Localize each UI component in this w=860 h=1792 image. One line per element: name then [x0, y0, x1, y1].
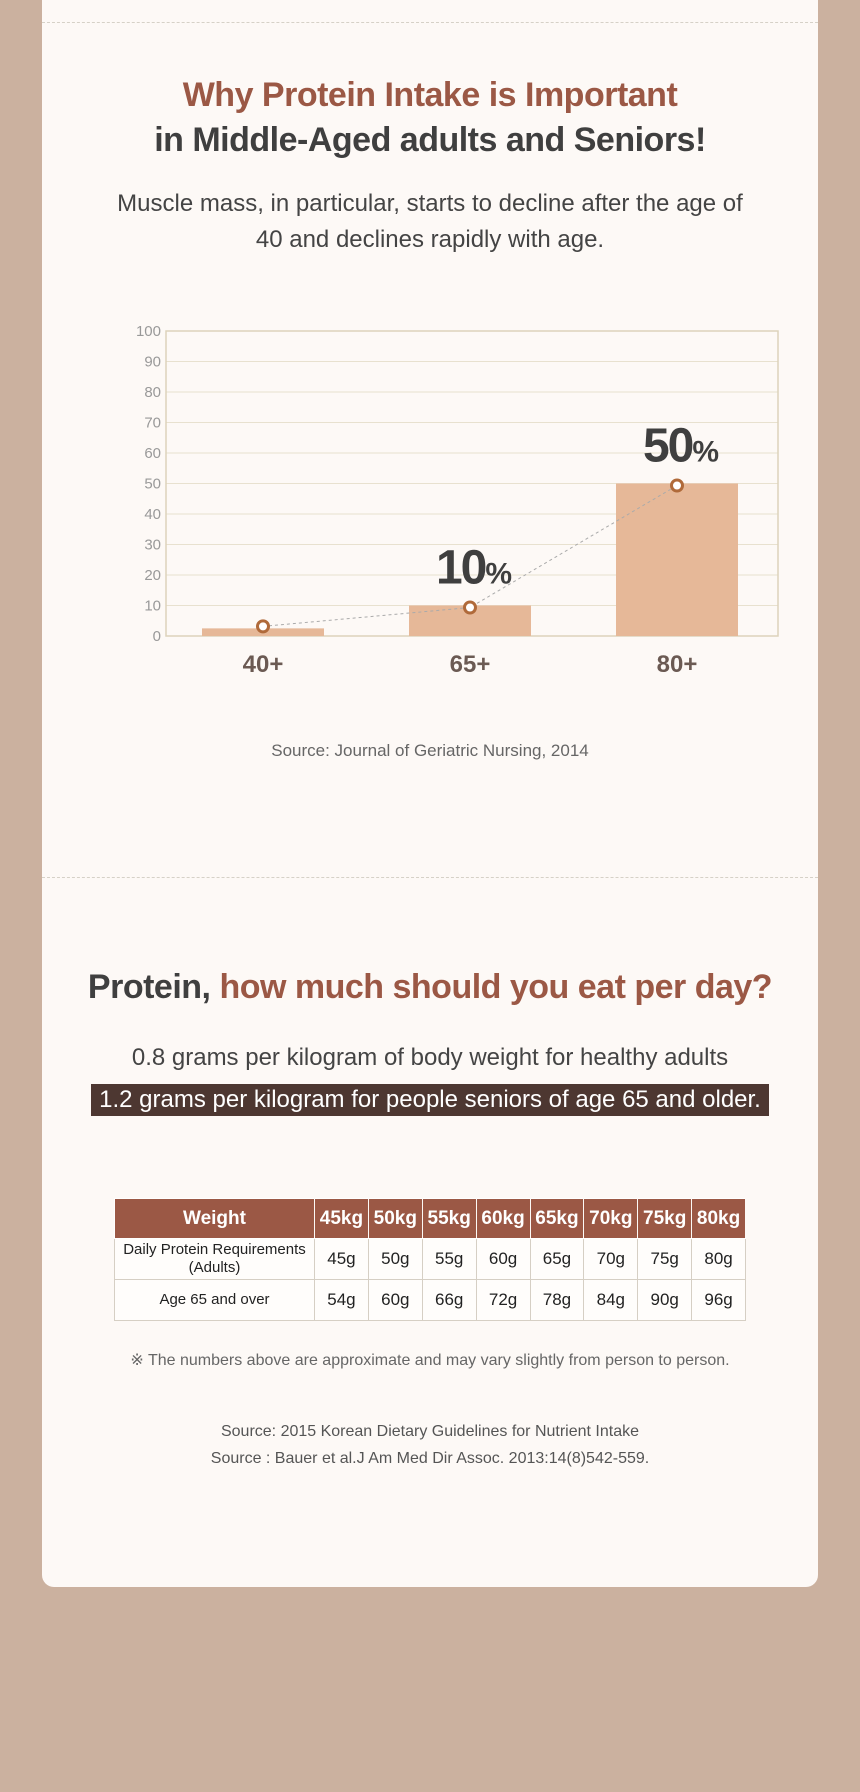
table-header-row: Weight 45kg 50kg 55kg 60kg 65kg 70kg 75k… — [114, 1198, 746, 1239]
category-label: 80+ — [657, 651, 698, 678]
y-tick-label: 80 — [144, 384, 161, 401]
y-tick-label: 100 — [136, 323, 161, 340]
weight-col: 75kg — [637, 1198, 693, 1239]
y-tick-label: 60 — [144, 445, 161, 462]
table-cell: 55g — [421, 1238, 477, 1280]
y-tick-label: 70 — [144, 415, 161, 432]
row-label: Daily Protein Requirements (Adults) — [114, 1238, 315, 1280]
section1-description: Muscle mass, in particular, starts to de… — [117, 190, 743, 253]
data-point-marker — [670, 478, 684, 493]
table-cell: 60g — [475, 1238, 531, 1280]
weight-col: 55kg — [421, 1198, 477, 1239]
bar — [616, 483, 738, 636]
top-divider — [42, 22, 818, 23]
weight-col: 45kg — [314, 1198, 369, 1239]
table-cell: 96g — [691, 1279, 746, 1321]
data-point-marker — [463, 600, 477, 615]
senior-guideline-highlight: 1.2 grams per kilogram for people senior… — [91, 1084, 769, 1116]
weight-col: 80kg — [691, 1198, 746, 1239]
data-point-marker — [256, 619, 270, 634]
section2-title-part1: Protein, — [87, 968, 220, 1006]
section2-title-part2: how much should you eat per day? — [219, 968, 773, 1006]
data-label: 10% — [436, 542, 512, 595]
table-row: Daily Protein Requirements (Adults) 45g … — [114, 1238, 746, 1280]
weight-col: 60kg — [475, 1198, 531, 1239]
muscle-decline-chart: 0 10 20 30 40 50 60 70 80 90 100 10% 50% 40+ 65+ 80+ — [136, 323, 779, 678]
content-card: Why Protein Intake is Important in Middl… — [42, 0, 818, 1587]
row-label: Age 65 and over — [114, 1279, 315, 1321]
table-row: Age 65 and over 54g 60g 66g 72g 78g 84g … — [114, 1279, 746, 1321]
section2-title: Protein, how much should you eat per day… — [42, 968, 818, 1007]
approximation-note: ※ The numbers above are approximate and … — [130, 1352, 730, 1369]
y-tick-label: 40 — [144, 506, 161, 523]
weight-col: 50kg — [367, 1198, 423, 1239]
trend-line — [262, 485, 678, 627]
weight-col: 65kg — [529, 1198, 585, 1239]
y-tick-label: 20 — [144, 567, 161, 584]
source-line-2: Source : Bauer et al.J Am Med Dir Assoc.… — [210, 1450, 650, 1467]
table-cell: 84g — [583, 1279, 639, 1321]
table-cell: 90g — [637, 1279, 693, 1321]
table-cell: 70g — [583, 1238, 639, 1280]
y-tick-label: 10 — [144, 598, 161, 615]
section1-title-line2: in Middle-Aged adults and Seniors! — [154, 121, 706, 159]
table-cell: 72g — [475, 1279, 531, 1321]
table-cell: 50g — [367, 1238, 423, 1280]
chart-source: Source: Journal of Geriatric Nursing, 20… — [271, 741, 589, 760]
table-cell: 75g — [637, 1238, 693, 1280]
protein-requirement-table: Weight 45kg 50kg 55kg 60kg 65kg 70kg 75k… — [114, 1198, 746, 1321]
table-cell: 78g — [529, 1279, 585, 1321]
table-cell: 65g — [529, 1238, 585, 1280]
table-cell: 45g — [314, 1238, 369, 1280]
middle-divider — [42, 877, 818, 878]
y-tick-label: 50 — [144, 476, 161, 493]
table-sources: Source: 2015 Korean Dietary Guidelines f… — [42, 1418, 818, 1472]
table-cell: 80g — [691, 1238, 746, 1280]
weight-header: Weight — [114, 1198, 315, 1239]
source-line-1: Source: 2015 Korean Dietary Guidelines f… — [220, 1423, 639, 1440]
y-tick-label: 0 — [153, 628, 161, 645]
adult-guideline: 0.8 grams per kilogram of body weight fo… — [131, 1044, 729, 1071]
table-cell: 60g — [367, 1279, 423, 1321]
y-tick-label: 90 — [144, 354, 161, 371]
category-label: 65+ — [450, 651, 491, 678]
weight-col: 70kg — [583, 1198, 639, 1239]
y-tick-label: 30 — [144, 537, 161, 554]
category-label: 40+ — [243, 651, 284, 678]
table-cell: 66g — [421, 1279, 477, 1321]
table-cell: 54g — [314, 1279, 369, 1321]
data-label: 50% — [643, 420, 719, 473]
section1-title-line1: Why Protein Intake is Important — [182, 76, 678, 114]
